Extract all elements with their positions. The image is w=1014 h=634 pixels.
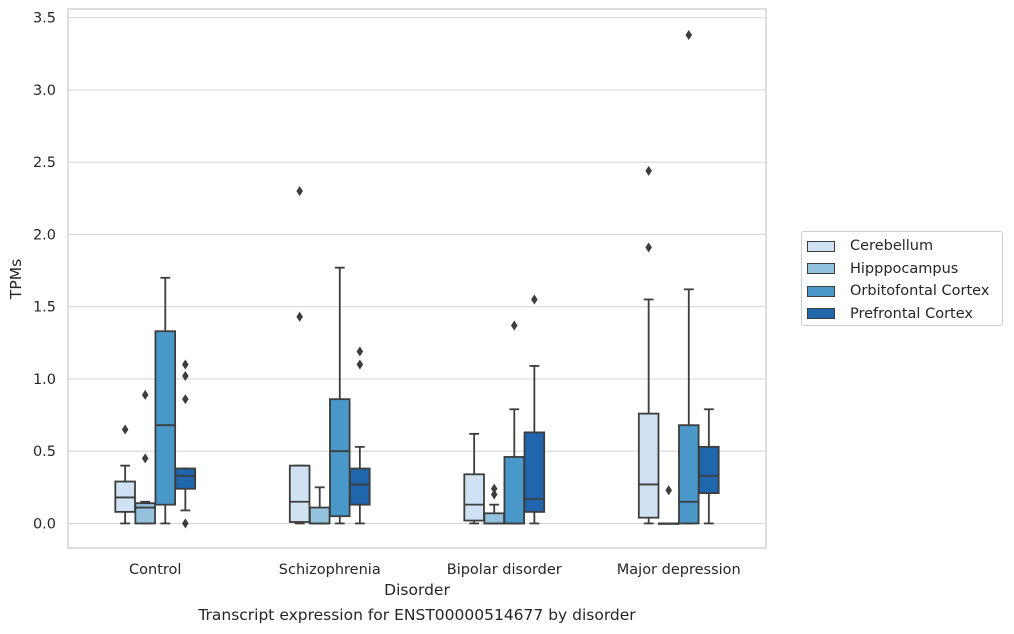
legend-swatch: [807, 308, 835, 320]
y-tick-label: 2.5: [33, 155, 56, 171]
outlier-point: [182, 371, 189, 382]
box-iqr: [503, 456, 526, 525]
box-layer: [114, 30, 720, 529]
box-hipppocampus-schizophrenia: [308, 486, 331, 525]
box-iqr: [154, 330, 177, 506]
box-orbitofontal-cortex-schizophrenia: [329, 266, 351, 525]
y-axis-label: TPMs: [7, 259, 25, 300]
legend-item-hipppocampus: Hipppocampus: [807, 258, 1002, 281]
box-iqr: [678, 424, 700, 525]
box-cerebellum-schizophrenia: [288, 186, 311, 525]
y-tick-label: 1.5: [33, 300, 56, 316]
box-cerebellum-control: [114, 424, 136, 525]
box-hipppocampus-bipolar-disorder: [483, 483, 505, 525]
legend: Cerebellum Hipppocampus Orbitofontal Corte…: [801, 231, 1003, 326]
outlier-point: [490, 483, 498, 494]
outlier-point: [296, 186, 303, 197]
outlier-point: [665, 485, 673, 496]
outlier-point: [645, 242, 652, 253]
box-iqr: [483, 512, 505, 525]
box-iqr: [349, 467, 371, 506]
box-iqr: [698, 445, 720, 494]
box-cerebellum-major-depression: [637, 165, 660, 525]
outlier-point: [121, 424, 129, 435]
box-hipppocampus-major-depression: [657, 485, 680, 525]
legend-item-orbitofontal-cortex: Orbitofontal Cortex: [807, 280, 1002, 303]
y-tick-label: 0.5: [33, 444, 56, 460]
legend-swatch: [807, 240, 835, 252]
box-orbitofontal-cortex-major-depression: [678, 30, 700, 525]
outlier-point: [141, 389, 149, 400]
box-orbitofontal-cortex-control: [154, 276, 177, 525]
box-prefrontal-cortex-control: [174, 359, 197, 529]
outlier-point: [296, 311, 303, 322]
y-tick-label: 0.0: [33, 516, 56, 532]
outlier-point: [182, 518, 189, 529]
plot-frame: [67, 8, 767, 549]
x-tick-label: Control: [129, 562, 181, 578]
legend-swatch: [807, 285, 835, 297]
box-prefrontal-cortex-major-depression: [698, 408, 720, 525]
y-tick-label: 1.0: [33, 372, 56, 388]
box-iqr: [637, 412, 660, 519]
outlier-point: [490, 489, 498, 500]
legend-item-prefrontal-cortex: Prefrontal Cortex: [807, 303, 1002, 326]
outlier-point: [510, 320, 518, 331]
box-iqr: [308, 506, 331, 525]
box-iqr: [463, 473, 485, 522]
box-iqr: [329, 398, 351, 518]
chart-caption: Transcript expression for ENST0000051467…: [198, 606, 636, 624]
x-tick-label: Major depression: [617, 562, 741, 578]
legend-label: Cerebellum: [850, 238, 934, 255]
box-orbitofontal-cortex-bipolar-disorder: [503, 320, 526, 525]
legend-swatch: [807, 263, 835, 275]
legend-label: Orbitofontal Cortex: [850, 283, 990, 300]
legend-label: Prefrontal Cortex: [850, 305, 973, 322]
box-cerebellum-bipolar-disorder: [463, 432, 485, 525]
box-iqr: [288, 464, 311, 523]
outlier-point: [685, 30, 693, 41]
x-axis-label: Disorder: [384, 581, 450, 599]
box-iqr: [174, 467, 197, 490]
legend-label: Hipppocampus: [850, 260, 959, 277]
y-tick-label: 3.0: [33, 83, 56, 99]
y-tick-label: 3.5: [33, 11, 56, 27]
outlier-point: [531, 294, 538, 305]
outlier-point: [356, 359, 364, 370]
box-iqr: [134, 502, 156, 525]
box-hipppocampus-control: [134, 389, 156, 525]
outlier-point: [182, 359, 189, 370]
x-tick-label: Schizophrenia: [279, 562, 381, 578]
y-tick-label: 2.0: [33, 227, 56, 243]
x-tick-labels: Control Schizophrenia Bipolar disorder Majo…: [129, 562, 741, 578]
outlier-point: [141, 453, 149, 464]
legend-item-cerebellum: Cerebellum: [807, 235, 1002, 258]
y-tick-labels: 0.0 0.5 1.0 1.5 2.0 2.5 3.0 3.5: [33, 11, 56, 533]
outlier-point: [645, 165, 652, 176]
box-iqr: [523, 431, 546, 513]
outlier-point: [356, 346, 364, 357]
x-tick-label: Bipolar disorder: [447, 562, 562, 578]
box-prefrontal-cortex-bipolar-disorder: [523, 294, 546, 525]
outlier-point: [182, 394, 189, 405]
box-prefrontal-cortex-schizophrenia: [349, 346, 371, 525]
